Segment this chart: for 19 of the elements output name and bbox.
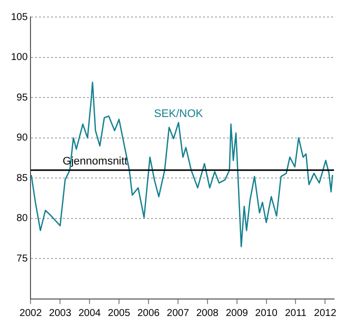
x-tick-label: 2006 (137, 308, 160, 319)
y-tick-label: 75 (16, 253, 28, 264)
x-tick-label: 2009 (226, 308, 248, 319)
y-tick-label: 100 (10, 52, 28, 64)
x-tick-label: 2003 (49, 308, 72, 319)
y-tick-label: 90 (16, 132, 28, 144)
y-tick-label: 85 (16, 172, 28, 184)
x-tick-label: 2012 (314, 308, 337, 319)
x-tick-label: 2005 (108, 308, 131, 319)
y-tick-label: 80 (16, 213, 28, 224)
x-tick-label: 2010 (255, 308, 278, 319)
y-tick-label: 105 (10, 12, 28, 23)
series-label: SEK/NOK (154, 108, 204, 120)
x-tick-label: 2002 (20, 308, 42, 319)
x-tick-label: 2008 (196, 308, 219, 319)
y-tick-label: 95 (16, 92, 28, 104)
x-tick-label: 2007 (166, 308, 190, 319)
x-tick-label: 2004 (78, 308, 102, 319)
x-tick-label: 2011 (284, 308, 307, 319)
